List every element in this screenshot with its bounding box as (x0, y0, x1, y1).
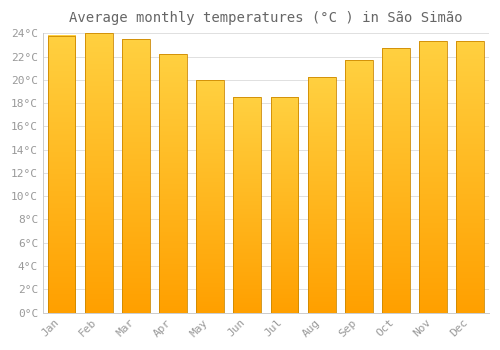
Bar (345, 60, 373, 313)
Bar (382, 48, 410, 313)
Bar (234, 97, 262, 313)
Bar (85, 33, 112, 313)
Bar (308, 77, 336, 313)
Bar (419, 41, 447, 313)
Bar (196, 80, 224, 313)
Bar (48, 36, 76, 313)
Bar (159, 54, 187, 313)
Bar (456, 41, 484, 313)
Bar (270, 97, 298, 313)
Bar (122, 39, 150, 313)
Title: Average monthly temperatures (°C ) in São Simão: Average monthly temperatures (°C ) in Sã… (69, 11, 462, 25)
